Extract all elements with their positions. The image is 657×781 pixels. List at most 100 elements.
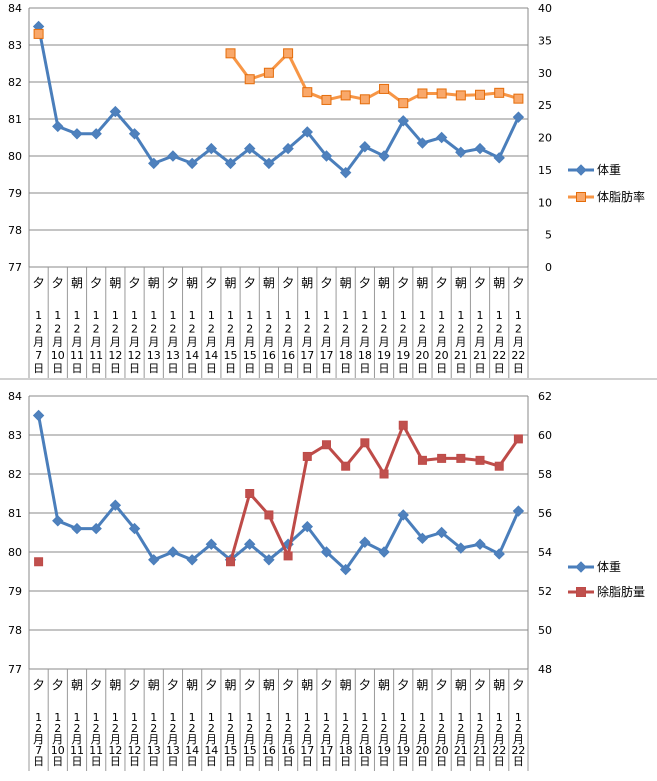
x-tick-period: 朝 [416,276,428,290]
x-tick-period: 夕 [436,678,448,692]
x-tick-date: 日 [475,362,486,375]
x-tick-date: 2 [54,722,61,735]
y-left-tick-label: 82 [8,468,22,481]
x-tick-date: 11 [89,349,103,362]
x-tick-date: 20 [415,744,429,757]
x-tick-date: 日 [340,362,351,375]
x-tick-date: 14 [204,744,218,757]
x-tick-date: 2 [265,322,272,335]
x-tick-date: 14 [204,349,218,362]
x-tick-date: 1 [208,711,215,724]
body-fat-point [513,93,524,104]
x-tick-date: 15 [224,349,238,362]
x-tick-date: 1 [112,309,119,322]
x-tick-date: 1 [112,711,119,724]
y-right-tick-label: 52 [538,585,552,598]
weight-point [71,128,83,140]
y-right-tick-label: 5 [545,229,552,242]
x-tick-date: 18 [339,349,353,362]
weight-point [359,536,371,548]
body-fat-point [475,89,486,100]
x-tick-date: 1 [496,711,503,724]
x-tick-date: 2 [208,722,215,735]
x-tick-date: 月 [283,733,294,746]
x-tick-date: 2 [515,322,522,335]
x-tick-date: 日 [359,362,370,375]
x-tick-period: 夕 [33,678,45,692]
legend-entry: 体重 [568,560,621,574]
weight-point [263,157,275,170]
x-tick-date: 日 [52,362,63,375]
x-tick-date: 日 [33,755,44,768]
x-tick-date: 2 [381,722,388,735]
x-tick-period: 夕 [282,276,294,290]
x-tick-date: 日 [302,755,313,768]
body-fat-point [225,48,236,59]
lean-mass-point [398,420,408,430]
x-tick-period: 夕 [90,678,102,692]
y-left-tick-label: 80 [8,546,22,559]
weight-point [378,150,390,162]
x-tick-date: 2 [438,322,445,335]
x-tick-period: 朝 [148,678,160,692]
x-tick-date: 1 [361,711,368,724]
x-tick-date: 日 [33,362,44,375]
x-tick-date: 11 [70,349,84,362]
body-fat-point [33,28,44,39]
legend-label: 除脂肪量 [597,584,645,599]
lean-mass-point [513,434,523,444]
x-tick-date: 11 [89,744,103,757]
x-tick-date: 21 [473,744,487,757]
x-tick-date: 17 [319,349,333,362]
x-tick-date: 21 [473,349,487,362]
weight-point [52,515,64,527]
x-tick-date: 日 [244,755,255,768]
body-fat-point [359,94,370,105]
x-tick-date: 1 [304,711,311,724]
x-tick-date: 月 [206,336,217,349]
x-tick-date: 月 [52,733,63,746]
weight-point [148,554,160,566]
x-tick-date: 月 [359,733,370,746]
x-tick-date: 2 [457,722,464,735]
x-tick-date: 1 [342,711,349,724]
x-tick-date: 月 [340,733,351,746]
x-tick-date: 日 [91,755,102,768]
lean-mass-point [341,461,351,471]
x-tick-date: 日 [455,755,466,768]
body-fat-point [398,98,409,109]
x-tick-date: 日 [302,362,313,375]
body-fat-point [244,74,255,85]
x-tick-date: 1 [381,309,388,322]
x-tick-period: 朝 [455,276,467,290]
x-tick-date: 月 [33,336,44,349]
x-tick-date: 7 [35,349,42,362]
x-tick-date: 日 [187,362,198,375]
x-tick-date: 日 [71,755,82,768]
x-tick-date: 月 [321,336,332,349]
y-right-tick-label: 54 [538,546,552,559]
x-tick-date: 月 [91,336,102,349]
legend-marker [575,164,587,176]
chart-2: 77787980818283844850525456586062夕12月7日夕1… [8,390,645,771]
x-tick-date: 月 [417,336,428,349]
x-tick-date: 日 [110,755,121,768]
x-tick-period: 夕 [512,678,524,692]
x-tick-period: 朝 [301,276,313,290]
x-tick-date: 2 [54,322,61,335]
x-tick-date: 19 [377,349,391,362]
x-tick-period: 朝 [378,678,390,692]
x-tick-date: 月 [52,336,63,349]
x-tick-period: 夕 [52,276,64,290]
x-tick-date: 16 [281,744,295,757]
x-tick-date: 日 [283,362,294,375]
x-tick-date: 日 [187,755,198,768]
x-tick-date: 1 [169,711,176,724]
x-tick-date: 2 [227,322,234,335]
y-left-tick-label: 79 [8,187,22,200]
x-tick-date: 月 [455,336,466,349]
x-tick-date: 月 [167,336,178,349]
x-tick-date: 2 [131,322,138,335]
x-tick-date: 15 [224,744,238,757]
